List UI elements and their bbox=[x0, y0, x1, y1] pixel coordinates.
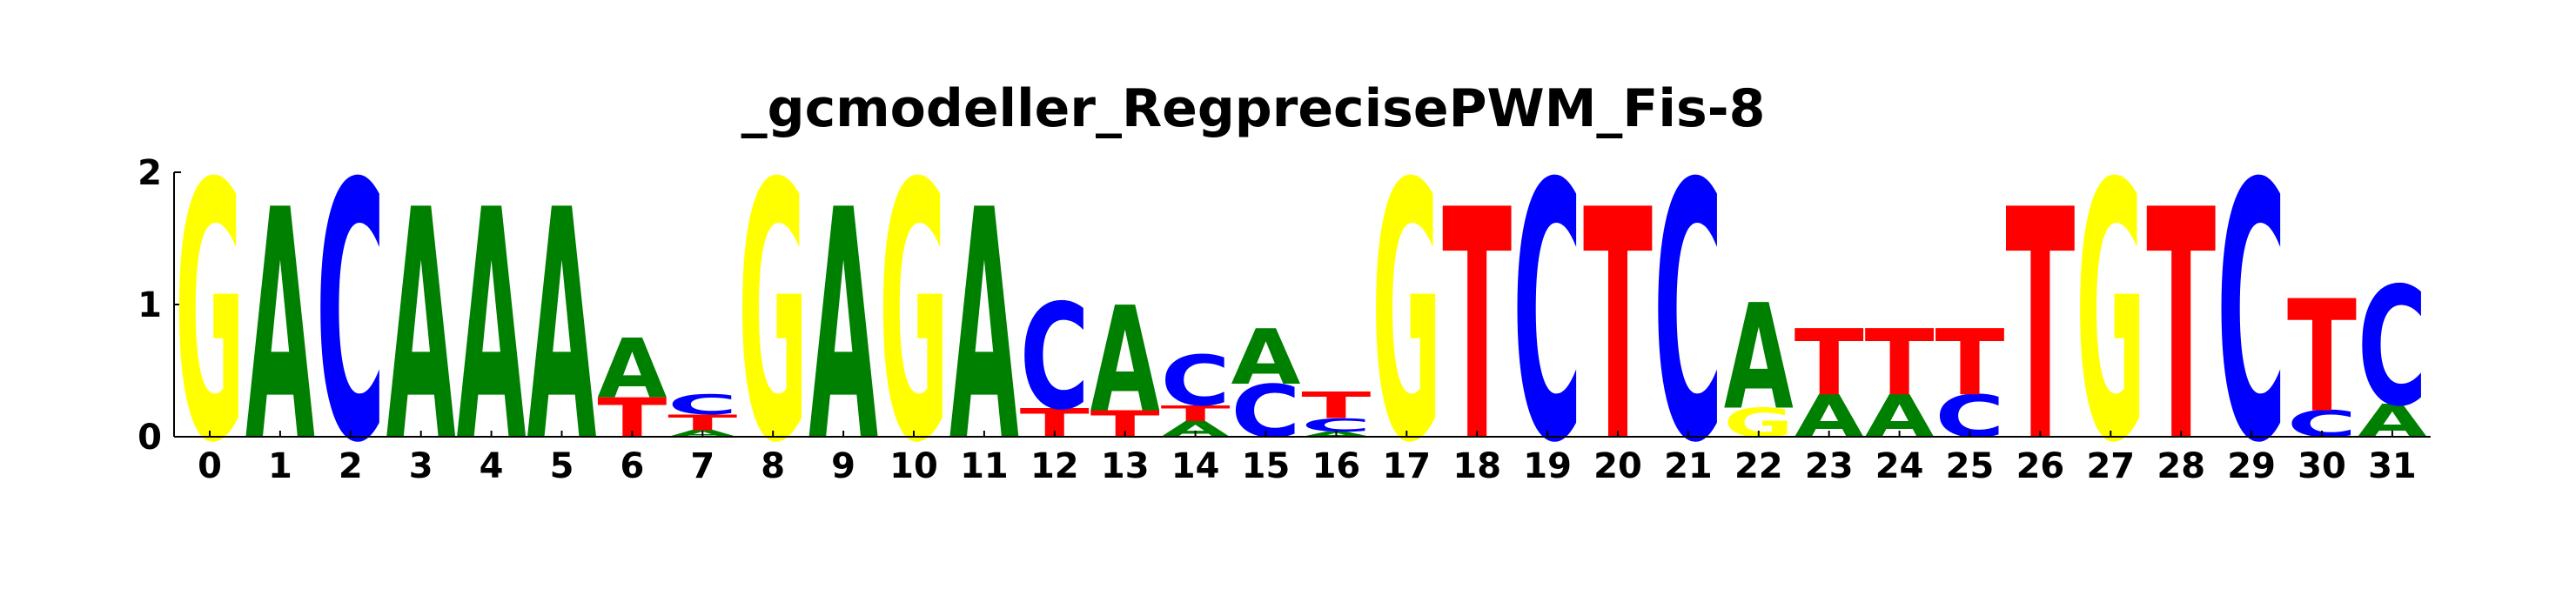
x-tick-label: 21 bbox=[1664, 446, 1713, 486]
x-tick-label: 26 bbox=[2016, 446, 2065, 486]
logo-letter-t: T bbox=[1794, 311, 1864, 417]
y-axis: 0 1 2 bbox=[138, 153, 181, 458]
logo-letter-a: A bbox=[1161, 417, 1231, 442]
logo-letter-a: A bbox=[1090, 276, 1160, 445]
logo-letter-t: T bbox=[597, 387, 667, 450]
logo-letter-t: T bbox=[1935, 311, 2005, 417]
x-tick-label: 12 bbox=[1030, 446, 1079, 486]
y-tick-label: 2 bbox=[138, 153, 162, 193]
logo-letter-c: C bbox=[1020, 274, 1090, 443]
logo-letter-a: A bbox=[1794, 383, 1864, 451]
logo-letter-a: A bbox=[2358, 395, 2427, 447]
logo-letter-g: G bbox=[1724, 399, 1794, 446]
logo-letter-c: C bbox=[2217, 110, 2286, 521]
logo-letter-a: A bbox=[386, 144, 457, 512]
logo-letter-a: A bbox=[597, 322, 667, 417]
logo-letter-a: A bbox=[808, 144, 879, 512]
x-tick-label: 27 bbox=[2086, 446, 2135, 486]
x-tick-label: 20 bbox=[1593, 446, 1642, 486]
x-tick-label: 16 bbox=[1312, 446, 1361, 486]
logo-letter-t: T bbox=[1161, 400, 1231, 425]
x-tick-label: 31 bbox=[2368, 446, 2417, 486]
x-tick-label: 19 bbox=[1523, 446, 1572, 486]
x-tick-label: 18 bbox=[1452, 446, 1501, 486]
logo-letter-t: T bbox=[1442, 143, 1513, 512]
logo-letter-g: G bbox=[1372, 109, 1441, 520]
logo-letter-t: T bbox=[1865, 311, 1935, 417]
logo-glyphs: GACAAATAATCGAGATCTAATCCAACTGTCTCGAATATCT… bbox=[175, 109, 2427, 521]
logo-letter-a: A bbox=[527, 144, 598, 512]
x-tick-label: 4 bbox=[480, 446, 504, 486]
x-tick-label: 17 bbox=[1382, 446, 1431, 486]
logo-letter-g: G bbox=[738, 109, 808, 520]
logo-letter-t: T bbox=[1301, 385, 1371, 427]
logo-letter-c: C bbox=[316, 110, 386, 521]
x-tick-label: 23 bbox=[1805, 446, 1854, 486]
logo-letter-t: T bbox=[1090, 403, 1160, 445]
logo-letter-c: C bbox=[2287, 404, 2357, 445]
x-tick-label: 29 bbox=[2227, 446, 2276, 486]
logo-letter-a: A bbox=[949, 144, 1020, 512]
x-tick-label: 24 bbox=[1875, 446, 1924, 486]
logo-letter-c: C bbox=[667, 389, 737, 420]
logo-letter-t: T bbox=[2287, 269, 2357, 447]
logo-letter-a: A bbox=[1865, 383, 1935, 451]
x-tick-label: 22 bbox=[1734, 446, 1783, 486]
x-tick-label: 10 bbox=[889, 446, 938, 486]
x-tick-label: 1 bbox=[268, 446, 292, 486]
logo-letter-a: A bbox=[457, 144, 527, 512]
x-tick-label: 8 bbox=[761, 446, 785, 486]
x-tick-label: 30 bbox=[2298, 446, 2346, 486]
logo-letter-c: C bbox=[1161, 342, 1231, 421]
x-tick-label: 11 bbox=[960, 446, 1009, 486]
logo-letter-c: C bbox=[1231, 370, 1301, 454]
logo-letter-g: G bbox=[175, 109, 245, 520]
x-tick-label: 2 bbox=[339, 446, 363, 486]
logo-letter-g: G bbox=[2076, 109, 2145, 520]
logo-letter-t: T bbox=[1020, 399, 1090, 446]
x-tick-label: 14 bbox=[1171, 446, 1220, 486]
x-tick-label: 9 bbox=[831, 446, 855, 486]
x-tick-label: 7 bbox=[690, 446, 714, 486]
chart-title: _gcmodeller_RegprecisePWM_Fis-8 bbox=[741, 78, 1766, 139]
logo-letter-a: A bbox=[1231, 313, 1301, 402]
x-axis: 0 1 2 3 4 5 6 7 8 9 10 11 12 13 14 15 16 17 18 19 20 21 22 23 24… bbox=[174, 431, 2431, 486]
x-tick-label: 5 bbox=[550, 446, 574, 486]
logo-letter-t: T bbox=[1583, 143, 1654, 512]
logo-letter-c: C bbox=[1654, 110, 1723, 521]
logo-letter-a: A bbox=[1724, 273, 1794, 443]
x-tick-label: 0 bbox=[198, 446, 222, 486]
x-tick-label: 28 bbox=[2157, 446, 2205, 486]
y-tick-label: 1 bbox=[138, 285, 162, 325]
logo-letter-g: G bbox=[879, 109, 949, 520]
logo-letter-c: C bbox=[1935, 384, 2005, 451]
x-tick-label: 13 bbox=[1101, 446, 1150, 486]
logo-letter-c: C bbox=[2358, 254, 2427, 444]
logo-letter-t: T bbox=[2005, 143, 2076, 512]
logo-letter-c: C bbox=[1513, 110, 1582, 521]
logo-letter-t: T bbox=[2146, 143, 2217, 512]
x-tick-label: 3 bbox=[409, 446, 433, 486]
x-tick-label: 6 bbox=[620, 446, 644, 486]
x-tick-label: 25 bbox=[1946, 446, 1995, 486]
y-tick-label: 0 bbox=[138, 418, 162, 458]
x-tick-label: 15 bbox=[1242, 446, 1291, 486]
logo-letter-a: A bbox=[245, 144, 316, 512]
